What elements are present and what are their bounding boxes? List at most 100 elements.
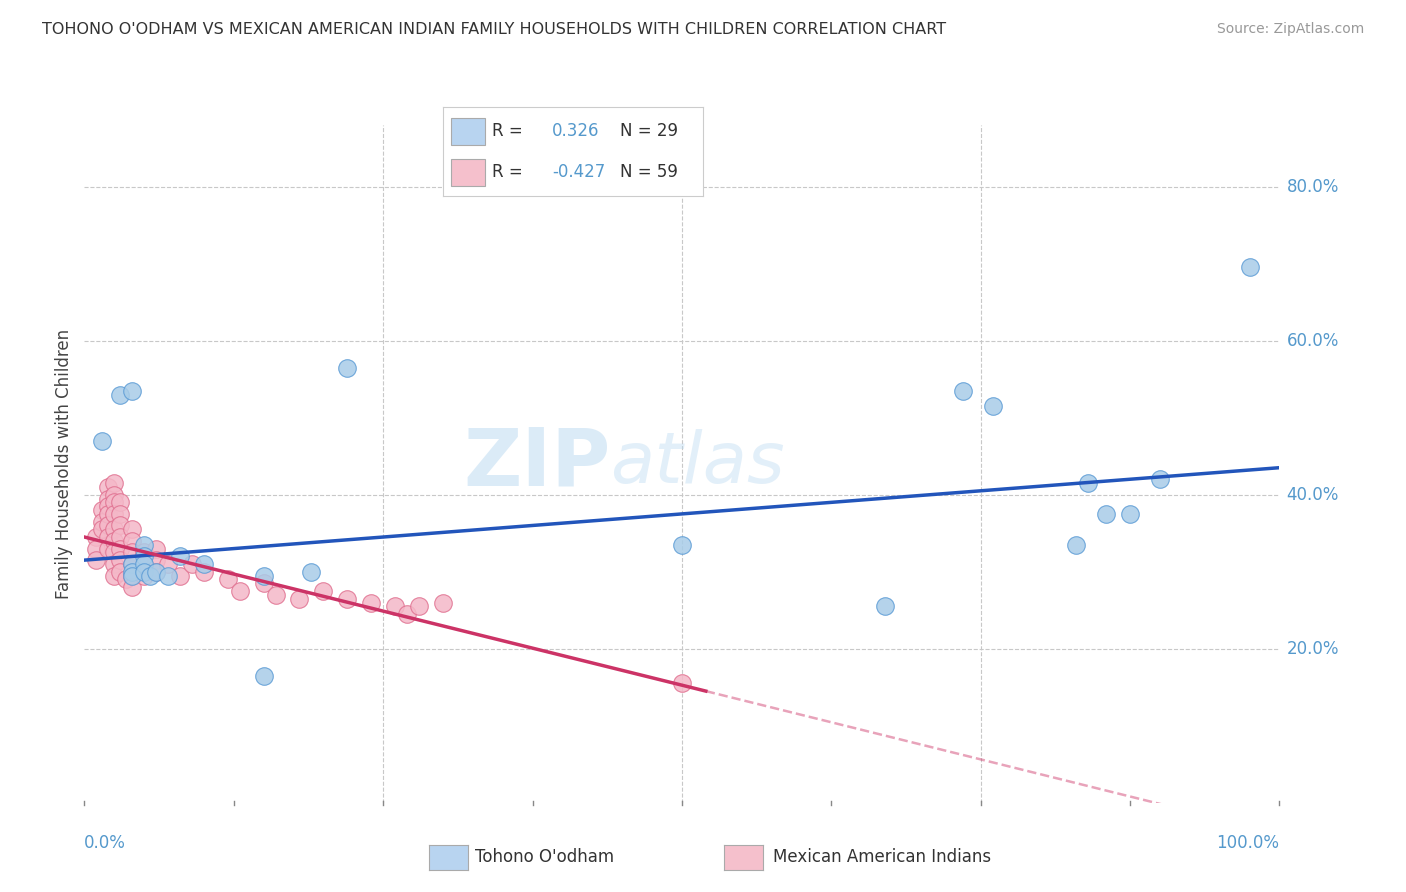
Point xyxy=(1149,472,1171,486)
Point xyxy=(981,399,1004,413)
Point xyxy=(288,591,311,606)
Text: Source: ZipAtlas.com: Source: ZipAtlas.com xyxy=(1216,22,1364,37)
Point xyxy=(110,495,132,509)
Point xyxy=(132,538,156,552)
Text: R =: R = xyxy=(492,163,523,181)
Text: Tohono O'odham: Tohono O'odham xyxy=(475,848,614,866)
Point xyxy=(103,522,125,536)
Point xyxy=(157,568,180,582)
Point xyxy=(97,507,120,521)
Point xyxy=(132,565,156,579)
Point xyxy=(180,557,202,571)
Point xyxy=(1119,507,1142,521)
Point xyxy=(145,553,167,567)
Text: N = 29: N = 29 xyxy=(620,122,678,140)
Point xyxy=(336,591,359,606)
Point xyxy=(91,434,114,448)
Point xyxy=(103,533,125,548)
Text: 0.0%: 0.0% xyxy=(84,834,127,852)
Point xyxy=(301,565,323,579)
Text: 20.0%: 20.0% xyxy=(1286,640,1339,657)
Point xyxy=(132,557,156,571)
Point xyxy=(139,568,162,582)
Point xyxy=(157,557,180,571)
Point xyxy=(91,522,114,536)
Point xyxy=(193,557,215,571)
Point xyxy=(103,568,125,582)
FancyBboxPatch shape xyxy=(451,159,485,186)
Point xyxy=(396,607,419,621)
Point xyxy=(121,545,143,559)
Point xyxy=(360,595,382,609)
Point xyxy=(121,533,143,548)
Point xyxy=(169,568,191,582)
Point xyxy=(115,573,138,587)
Point xyxy=(121,568,143,582)
Text: 100.0%: 100.0% xyxy=(1216,834,1279,852)
Text: N = 59: N = 59 xyxy=(620,163,678,181)
Y-axis label: Family Households with Children: Family Households with Children xyxy=(55,329,73,599)
Text: R =: R = xyxy=(492,122,523,140)
Point xyxy=(264,588,287,602)
Point xyxy=(121,565,143,579)
Point xyxy=(1095,507,1118,521)
Text: Mexican American Indians: Mexican American Indians xyxy=(773,848,991,866)
Point xyxy=(169,549,191,564)
Text: 40.0%: 40.0% xyxy=(1286,485,1339,504)
Text: 0.326: 0.326 xyxy=(553,122,599,140)
Text: 60.0%: 60.0% xyxy=(1286,332,1339,350)
Point xyxy=(875,599,897,614)
Point xyxy=(121,384,143,398)
Point xyxy=(1066,538,1088,552)
Point xyxy=(110,387,132,401)
Point xyxy=(121,568,143,582)
Point xyxy=(84,541,107,556)
Text: atlas: atlas xyxy=(610,429,785,499)
Point xyxy=(110,507,132,521)
Point xyxy=(121,580,143,594)
Point xyxy=(97,500,120,514)
Point xyxy=(145,565,167,579)
FancyBboxPatch shape xyxy=(451,118,485,145)
Point xyxy=(110,541,132,556)
Point xyxy=(671,538,693,552)
Point xyxy=(97,541,120,556)
Point xyxy=(132,545,156,559)
Text: -0.427: -0.427 xyxy=(553,163,606,181)
Point xyxy=(84,553,107,567)
Point xyxy=(432,595,454,609)
Point xyxy=(103,557,125,571)
Point xyxy=(671,676,693,690)
Point xyxy=(132,568,156,582)
Point xyxy=(91,515,114,529)
Point xyxy=(97,480,120,494)
Point xyxy=(91,503,114,517)
Point xyxy=(132,557,156,571)
Point xyxy=(110,553,132,567)
Point xyxy=(384,599,406,614)
Point xyxy=(312,583,335,598)
Point xyxy=(110,565,132,579)
Point xyxy=(103,545,125,559)
Point xyxy=(103,507,125,521)
Point xyxy=(97,491,120,506)
Point xyxy=(228,583,252,598)
Point xyxy=(1077,476,1099,491)
Point xyxy=(217,573,239,587)
Point xyxy=(97,530,120,544)
Point xyxy=(952,384,974,398)
Point xyxy=(1239,260,1261,275)
Point xyxy=(84,530,107,544)
Point xyxy=(253,568,276,582)
Point xyxy=(132,549,156,564)
Point xyxy=(121,557,143,571)
Point xyxy=(253,576,276,591)
Point xyxy=(103,488,125,502)
Point xyxy=(145,565,167,579)
Point xyxy=(110,518,132,533)
Text: ZIP: ZIP xyxy=(463,425,610,503)
Point xyxy=(193,565,215,579)
Text: TOHONO O'ODHAM VS MEXICAN AMERICAN INDIAN FAMILY HOUSEHOLDS WITH CHILDREN CORREL: TOHONO O'ODHAM VS MEXICAN AMERICAN INDIA… xyxy=(42,22,946,37)
Point xyxy=(97,518,120,533)
Point xyxy=(145,541,167,556)
